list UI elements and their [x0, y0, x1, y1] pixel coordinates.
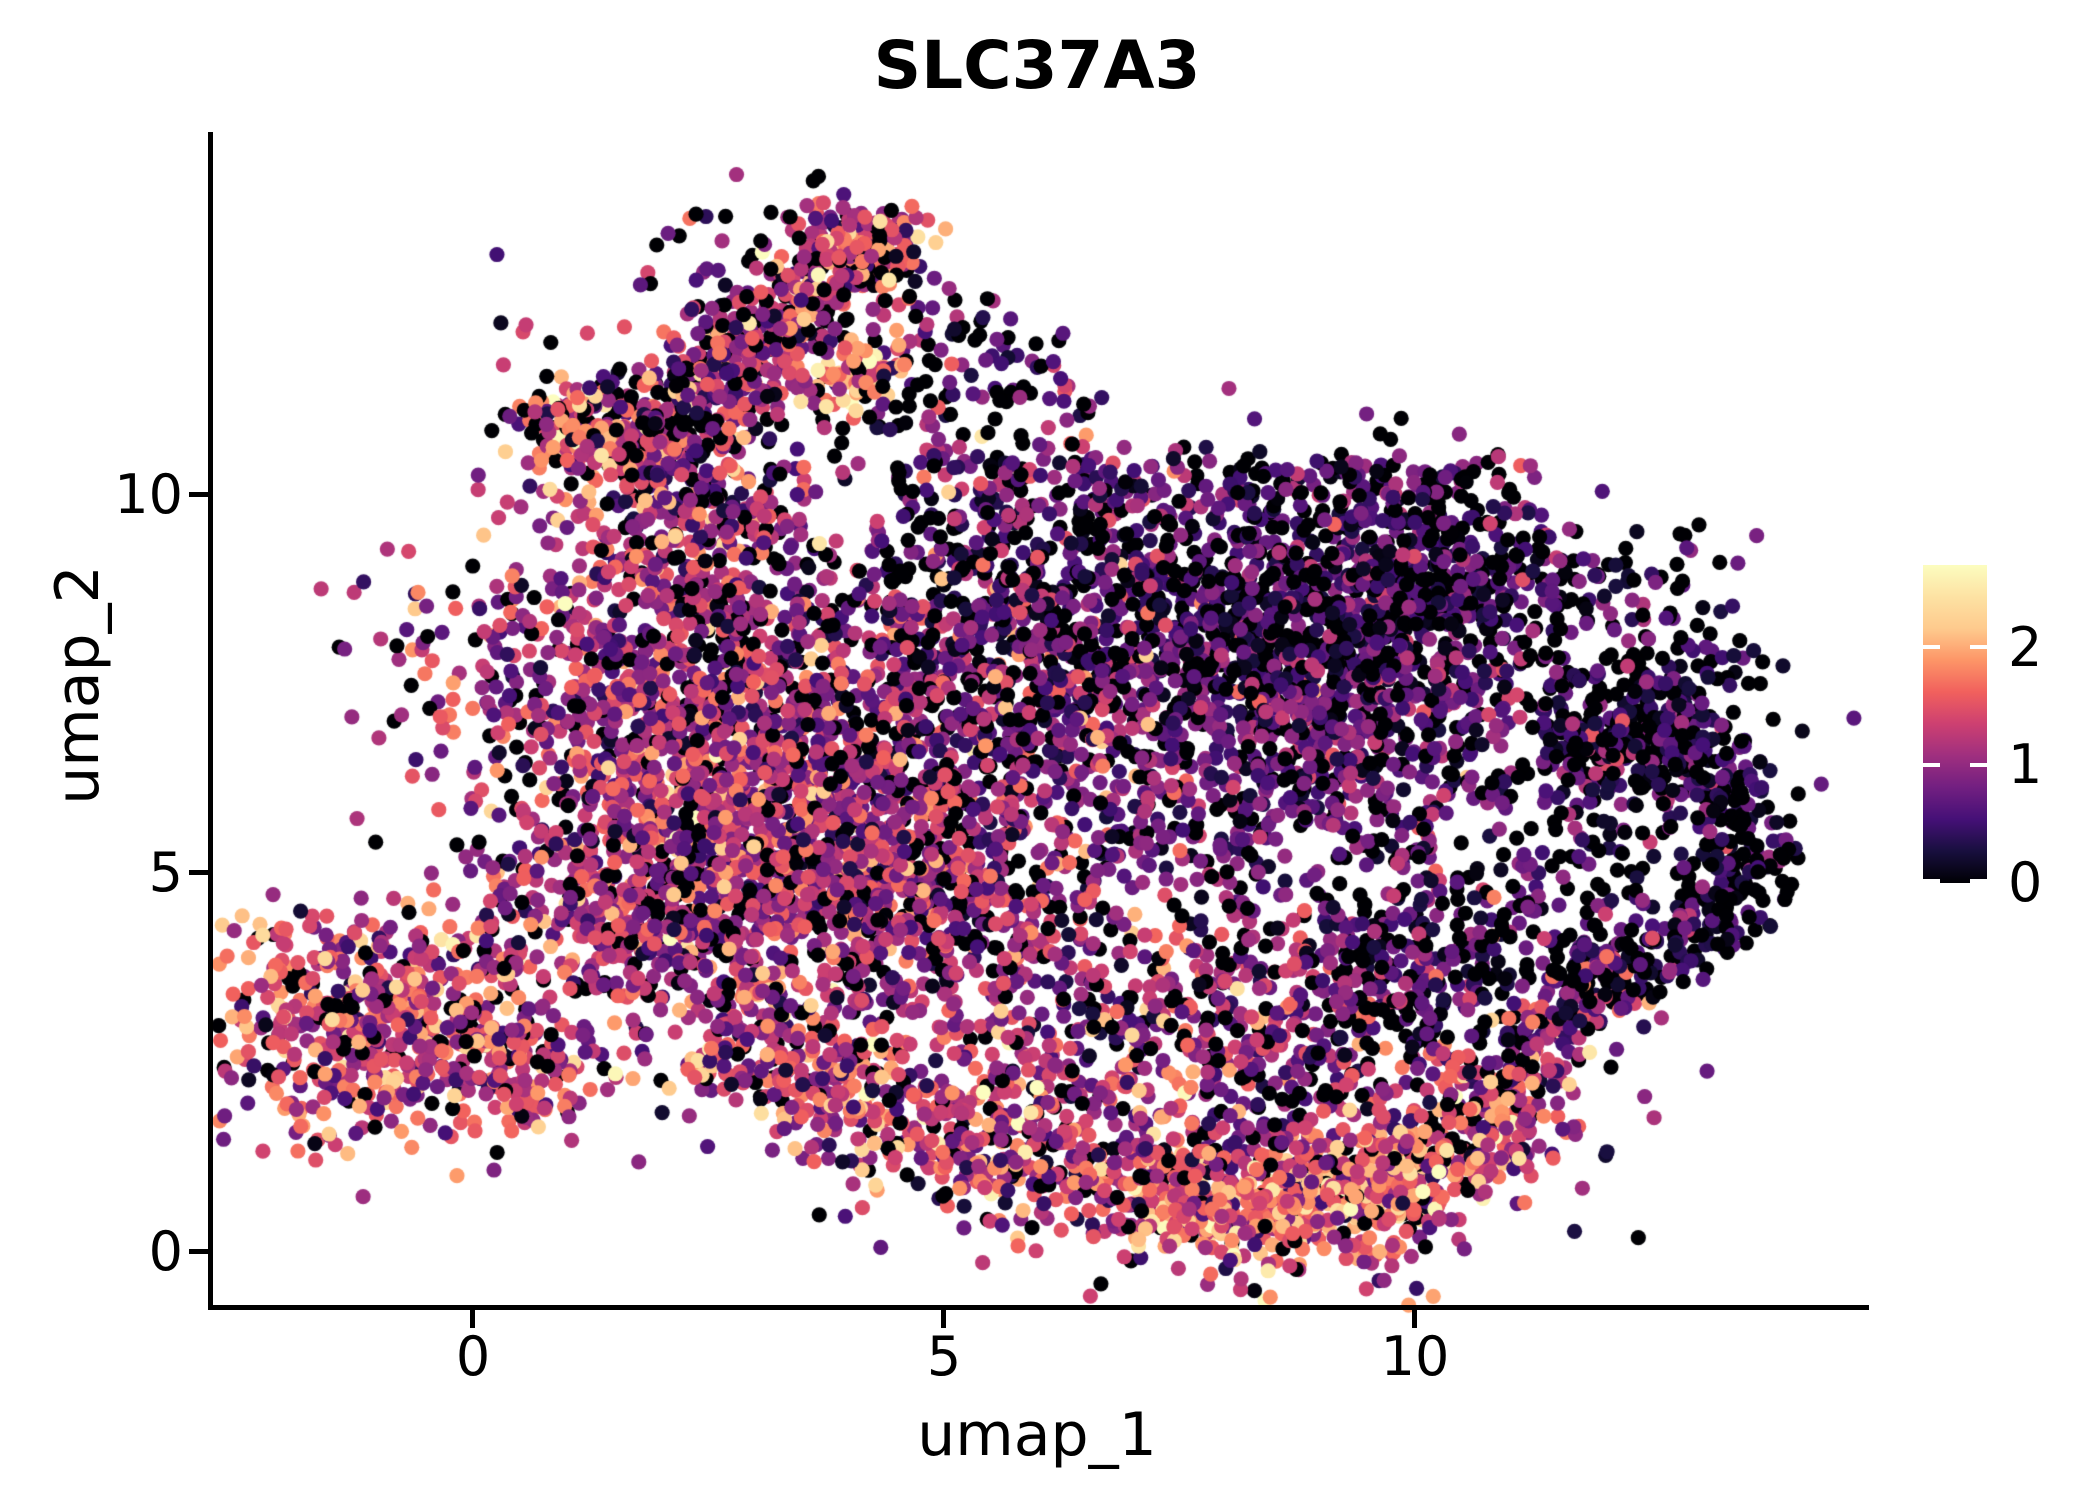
y-tick-label-0: 0	[148, 1220, 183, 1283]
x-tick-mark-10	[1412, 1310, 1417, 1328]
x-tick-label-5: 5	[926, 1325, 962, 1388]
colorbar-tick-dash-1	[1970, 763, 1987, 768]
x-axis-title: umap_1	[917, 1400, 1157, 1470]
colorbar-tick-dash-2	[1970, 645, 1987, 650]
y-tick-mark-0	[189, 1249, 208, 1254]
x-tick-label-10: 10	[1380, 1325, 1450, 1388]
colorbar-tick-dash-0	[1970, 879, 1987, 883]
y-tick-label-10: 10	[114, 463, 183, 526]
expression-colorbar	[1923, 565, 1987, 883]
colorbar-tick-dash-2	[1923, 645, 1940, 650]
y-tick-mark-5	[189, 870, 208, 875]
colorbar-label-0: 0	[2008, 851, 2043, 914]
colorbar-gradient	[1923, 565, 1987, 883]
y-axis-line	[208, 132, 213, 1310]
y-axis-title: umap_2	[43, 565, 113, 805]
plot-title: SLC37A3	[873, 27, 1201, 104]
x-tick-label-0: 0	[455, 1325, 491, 1388]
colorbar-tick-dash-1	[1923, 763, 1940, 768]
x-axis-line	[208, 1305, 1869, 1310]
x-tick-mark-5	[941, 1310, 946, 1328]
colorbar-tick-dash-0	[1923, 879, 1940, 883]
y-tick-label-5: 5	[148, 841, 183, 904]
colorbar-label-2: 2	[2008, 616, 2043, 679]
x-tick-mark-0	[470, 1310, 475, 1328]
y-tick-mark-10	[189, 492, 208, 497]
colorbar-label-1: 1	[2008, 733, 2043, 796]
